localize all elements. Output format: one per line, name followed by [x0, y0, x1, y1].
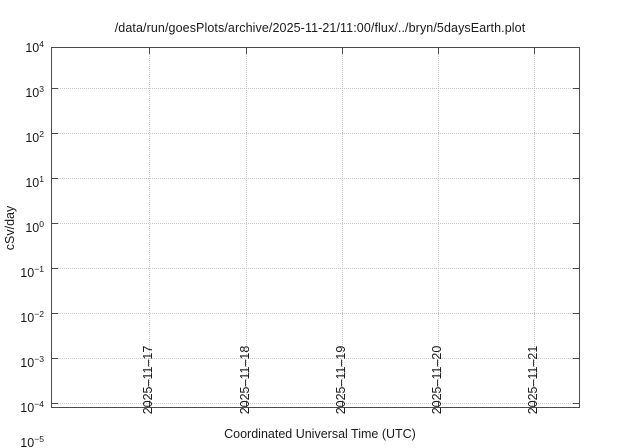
plot-area: [51, 47, 580, 408]
y-tick-mark: [573, 178, 579, 179]
y-tick-mark: [52, 223, 58, 224]
x-axis-title: Coordinated Universal Time (UTC): [224, 427, 416, 441]
x-tick-label-2025-11-19: 2025–11–19: [334, 345, 348, 415]
y-tick-mark: [52, 358, 58, 359]
y-tick-label-10e0: 100: [25, 218, 44, 235]
x-tick-mark: [342, 401, 343, 407]
y-tick-mark: [573, 268, 579, 269]
page-title: /data/run/goesPlots/archive/2025-11-21/1…: [114, 21, 526, 35]
y-tick-label-10e-2: 10−2: [20, 308, 44, 325]
gridline-horizontal: [52, 313, 579, 314]
y-tick-label-10e-4: 10−4: [20, 398, 44, 415]
y-tick-label-10e2: 102: [25, 128, 44, 145]
x-tick-mark: [342, 48, 343, 54]
gridline-horizontal: [52, 178, 579, 179]
y-tick-mark: [573, 88, 579, 89]
x-tick-mark: [438, 401, 439, 407]
y-tick-mark: [573, 313, 579, 314]
y-tick-mark: [573, 223, 579, 224]
x-tick-mark: [149, 401, 150, 407]
y-tick-mark: [573, 358, 579, 359]
x-tick-mark: [438, 48, 439, 54]
gridline-vertical: [438, 48, 439, 407]
y-tick-mark: [52, 133, 58, 134]
y-tick-label-10e1: 101: [25, 173, 44, 190]
x-tick-mark: [534, 401, 535, 407]
x-tick-mark: [149, 48, 150, 54]
x-tick-label-2025-11-17: 2025–11–17: [141, 345, 155, 415]
gridline-horizontal: [52, 223, 579, 224]
x-tick-mark: [534, 48, 535, 54]
y-tick-mark: [52, 178, 58, 179]
gridline-horizontal: [52, 88, 579, 89]
y-tick-mark: [52, 403, 58, 404]
x-tick-label-2025-11-20: 2025–11–20: [430, 345, 444, 415]
gridline-horizontal: [52, 133, 579, 134]
gridline-horizontal: [52, 358, 579, 359]
x-tick-label-2025-11-18: 2025–11–18: [238, 345, 252, 415]
y-tick-label-10e4: 104: [25, 38, 44, 55]
gridline-horizontal: [52, 403, 579, 404]
y-axis-title: cSv/day: [3, 205, 17, 251]
gridline-horizontal: [52, 268, 579, 269]
y-tick-mark: [52, 313, 58, 314]
gridline-vertical: [149, 48, 150, 407]
y-tick-mark: [573, 403, 579, 404]
y-tick-mark: [573, 133, 579, 134]
gridline-vertical: [342, 48, 343, 407]
y-tick-label-10e-1: 10−1: [20, 263, 44, 280]
gridline-vertical: [534, 48, 535, 407]
y-tick-label-10e-3: 10−3: [20, 353, 44, 370]
x-tick-mark: [246, 48, 247, 54]
y-tick-mark: [52, 268, 58, 269]
x-tick-mark: [246, 401, 247, 407]
gridline-vertical: [246, 48, 247, 407]
y-tick-label-10e-5-clipped: 10−5: [20, 433, 44, 448]
x-tick-label-2025-11-21: 2025–11–21: [526, 345, 540, 415]
y-tick-label-10e3: 103: [25, 83, 44, 100]
y-tick-mark: [52, 88, 58, 89]
